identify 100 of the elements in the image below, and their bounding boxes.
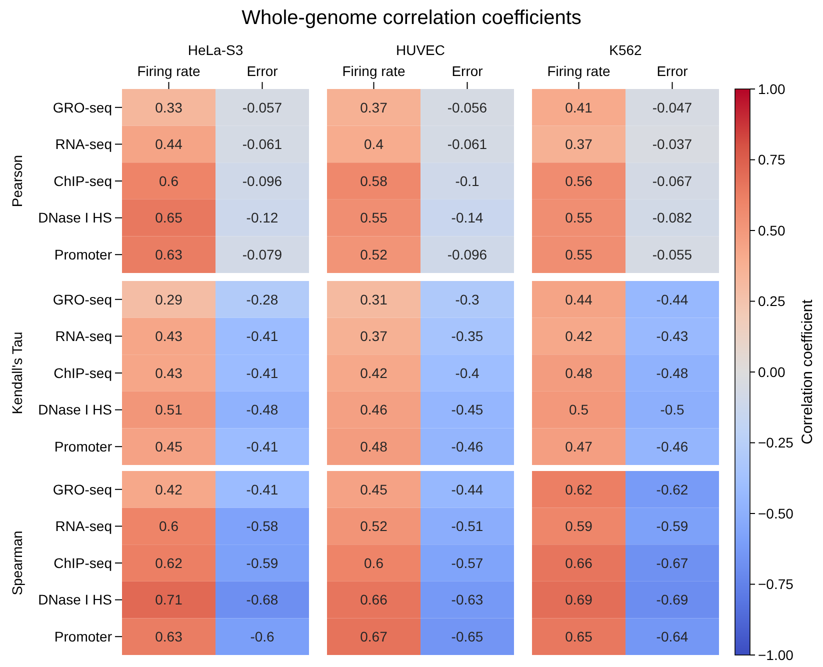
data-label: 0.56 [565, 172, 593, 189]
data-label: 0.55 [565, 210, 593, 226]
y-tick-label: ChIP-seq [54, 172, 112, 189]
data-label: -0.096 [242, 172, 282, 189]
data-label: 0.33 [155, 99, 183, 116]
x-tick-label: Error [656, 63, 688, 79]
data-label: 0.41 [565, 99, 593, 116]
data-label: -0.57 [451, 554, 484, 571]
data-label: -0.061 [447, 136, 488, 152]
x-tick-label: Error [452, 63, 484, 79]
x-tick-label: Firing rate [342, 63, 406, 79]
y-tick-label: DNase I HS [38, 402, 112, 418]
data-label: 0.37 [360, 99, 388, 116]
text: Kendall's Tau [9, 332, 25, 414]
text: Pearson [9, 154, 25, 208]
color-bar-label: −0.50 [758, 505, 794, 522]
y-tick-label: RNA-seq [55, 328, 112, 344]
data-label: -0.6 [250, 628, 275, 644]
data-label: 0.63 [155, 628, 183, 644]
data-label: 0.48 [360, 438, 388, 454]
color-bar-label: −1.00 [758, 646, 794, 663]
y-tick-label: GRO-seq [52, 481, 112, 498]
data-label: -0.037 [652, 136, 692, 152]
data-label: 0.46 [360, 402, 388, 418]
data-label: 0.66 [565, 554, 593, 571]
data-label: -0.62 [656, 481, 688, 498]
data-label: -0.5 [660, 402, 685, 418]
data-label: 0.62 [155, 554, 183, 571]
data-label: 0.52 [360, 518, 388, 534]
data-label: -0.51 [451, 518, 484, 534]
data-label: -0.41 [246, 364, 278, 381]
data-label: -0.3 [455, 291, 480, 308]
data-label: -0.28 [246, 291, 278, 308]
data-label: 0.66 [360, 592, 388, 608]
data-label: 0.65 [565, 628, 593, 644]
color-bar-label: 0.50 [758, 222, 786, 238]
data-label: 0.6 [159, 518, 179, 534]
data-label: 0.29 [155, 291, 183, 308]
data-label: 0.47 [565, 438, 593, 454]
data-label: 0.44 [155, 136, 183, 152]
data-label: -0.061 [242, 136, 282, 152]
data-label: -0.64 [656, 628, 688, 644]
data-label: -0.68 [246, 592, 278, 608]
data-label: -0.59 [246, 554, 278, 571]
y-tick-label: Promoter [54, 438, 112, 454]
data-label: -0.14 [451, 210, 484, 226]
data-label: 0.63 [155, 246, 183, 262]
data-label: -0.45 [451, 402, 484, 418]
data-label: -0.1 [455, 172, 480, 189]
data-label: 0.65 [155, 210, 183, 226]
data-label: 0.42 [155, 481, 183, 498]
data-label: -0.067 [652, 172, 692, 189]
color-bar-label: −0.75 [758, 576, 794, 592]
y-tick-label: ChIP-seq [54, 364, 112, 381]
x-tick-label: Error [246, 63, 278, 79]
y-tick-label: ChIP-seq [54, 554, 112, 571]
data-label: 0.62 [565, 481, 593, 498]
data-label: -0.41 [246, 481, 278, 498]
y-tick-label: DNase I HS [38, 592, 112, 608]
data-label: -0.46 [451, 438, 484, 454]
data-label: 0.55 [360, 210, 388, 226]
data-label: -0.082 [652, 210, 692, 226]
data-label: -0.44 [451, 481, 484, 498]
data-label: -0.59 [656, 518, 688, 534]
data-label: 0.43 [155, 328, 183, 344]
data-label: 0.37 [360, 328, 388, 344]
data-label: -0.35 [451, 328, 484, 344]
data-label: 0.52 [360, 246, 388, 262]
data-label: -0.056 [447, 99, 488, 116]
data-label: 0.6 [159, 172, 179, 189]
color-bar-label: 0.25 [758, 293, 786, 310]
data-label: -0.46 [656, 438, 688, 454]
data-label: 0.44 [565, 291, 593, 308]
data-label: 0.37 [565, 136, 593, 152]
data-label: 0.43 [155, 364, 183, 381]
data-label: -0.41 [246, 438, 278, 454]
data-label: 0.45 [155, 438, 183, 454]
data-label: 0.31 [360, 291, 388, 308]
chart-subtitle: HeLa-S3 [188, 42, 244, 58]
data-label: -0.096 [447, 246, 488, 262]
data-label: -0.047 [652, 99, 692, 116]
data-label: -0.48 [656, 364, 688, 381]
color-bar-title: Correlation coefficient [799, 298, 816, 444]
text: Whole-genome correlation coefficients [242, 7, 582, 29]
data-label: 0.51 [155, 402, 183, 418]
data-label: 0.4 [364, 136, 384, 152]
data-label: -0.43 [656, 328, 688, 344]
y-tick-label: GRO-seq [52, 291, 112, 308]
data-label: 0.5 [569, 402, 589, 418]
data-label: 0.58 [360, 172, 388, 189]
chart-title: HUVEC [396, 42, 446, 58]
x-tick-label: Firing rate [547, 63, 610, 79]
data-label: -0.057 [242, 99, 282, 116]
data-label: -0.63 [451, 592, 484, 608]
data-label: 0.48 [565, 364, 593, 381]
data-label: 0.45 [360, 481, 388, 498]
y-tick-label: Promoter [54, 246, 112, 262]
color-bar-label: 0.75 [758, 152, 786, 168]
data-label: -0.48 [246, 402, 278, 418]
data-label: -0.12 [246, 210, 278, 226]
